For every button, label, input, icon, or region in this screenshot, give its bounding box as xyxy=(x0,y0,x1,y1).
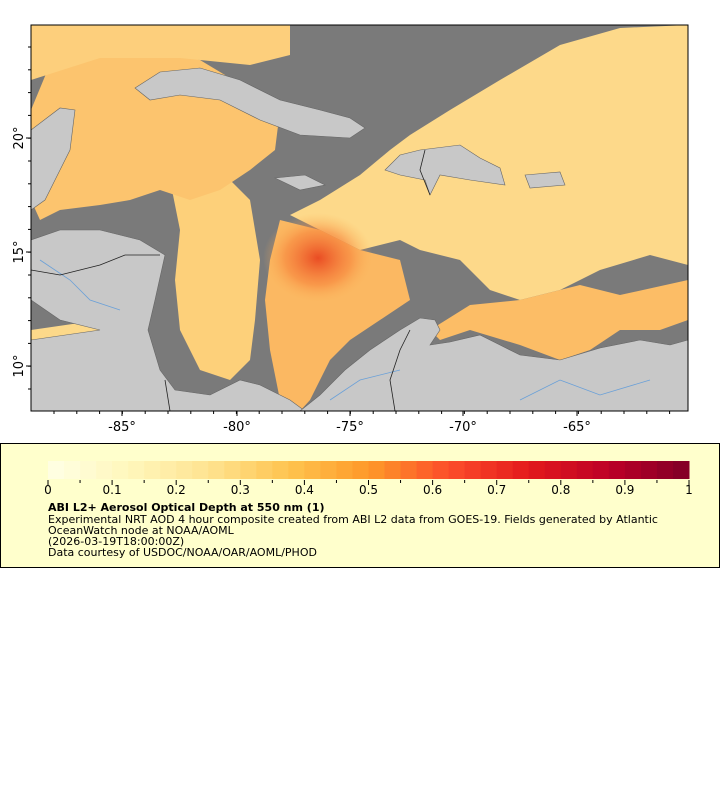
colorbar-segment xyxy=(112,461,129,479)
colorbar-segment xyxy=(192,461,209,479)
legend-time: (2026-03-19T18:00:00Z) xyxy=(48,535,185,548)
colorbar-segment xyxy=(496,461,514,479)
colorbar-segment xyxy=(48,461,65,479)
colorbar-segment xyxy=(96,461,113,479)
colorbar-segment xyxy=(224,461,241,479)
colorbar-segment xyxy=(672,461,690,479)
colorbar-segment xyxy=(336,461,353,479)
legend-panel: 0 0.1 0.2 0.3 0.4 0.5 0.6 0.7 0.8 0.9 1 ABI L2+ Ae… xyxy=(0,443,720,568)
legend-description-1: Experimental NRT AOD 4 hour composite cr… xyxy=(48,513,658,526)
land xyxy=(31,67,688,411)
colorbar-segment xyxy=(128,461,145,479)
land-cuba xyxy=(134,67,366,139)
colorbar-segment xyxy=(208,461,225,479)
colorbar-segment xyxy=(432,461,450,479)
colorbar-segment xyxy=(592,461,610,479)
colorbar-segment xyxy=(656,461,674,479)
colorbar-segment xyxy=(416,461,434,479)
colorbar-segment xyxy=(528,461,546,479)
aod-region-north xyxy=(31,25,290,80)
colorbar-segment xyxy=(624,461,642,479)
colorbar-segment xyxy=(384,461,402,479)
y-axis: 20° 15° 10° xyxy=(12,46,31,390)
aod-region-west-caribbean xyxy=(170,170,260,380)
colorbar-segment xyxy=(448,461,466,479)
colorbar-segment xyxy=(320,461,337,479)
colorbar-segment xyxy=(64,461,81,479)
rivers xyxy=(39,259,651,401)
colorbar-segment xyxy=(640,461,658,479)
land-puerto-rico xyxy=(524,171,566,189)
map-frame xyxy=(30,24,689,412)
land-hispaniola xyxy=(384,144,506,196)
colorbar-segment xyxy=(256,461,273,479)
colorbar-tick-label: 0.1 xyxy=(103,483,122,497)
colorbar-tick-label: 0 xyxy=(44,483,52,497)
aod-hotspot xyxy=(263,213,373,303)
x-tick-label: -65° xyxy=(563,420,591,435)
land-south-america xyxy=(299,317,688,411)
legend-credit: Data courtesy of USDOC/NOAA/OAR/AOML/PHO… xyxy=(48,546,317,559)
colorbar-tick-label: 0.9 xyxy=(615,483,634,497)
y-tick-label: 10° xyxy=(12,354,27,377)
colorbar-segment xyxy=(272,461,289,479)
colorbar-tick-label: 0.7 xyxy=(487,483,506,497)
colorbar-segment xyxy=(304,461,321,479)
land-jamaica xyxy=(273,174,326,191)
colorbar-segment xyxy=(176,461,193,479)
colorbar-tick-label: 0.5 xyxy=(359,483,378,497)
colorbar-segment xyxy=(144,461,161,479)
colorbar-segment xyxy=(368,461,386,479)
colorbar-tick-label: 0.3 xyxy=(231,483,250,497)
legend-title: ABI L2+ Aerosol Optical Depth at 550 nm … xyxy=(48,501,325,514)
colorbar-segment xyxy=(560,461,578,479)
colorbar-segment xyxy=(352,461,369,479)
aod-region-venezuela-coast xyxy=(430,280,688,360)
legend-description-2: OceanWatch node at NOAA/AOML xyxy=(48,524,234,537)
colorbar-segment xyxy=(400,461,418,479)
colorbar-tick-label: 0.4 xyxy=(295,483,314,497)
land-central-america xyxy=(31,229,306,411)
x-axis: -85° -80° -75° -70° -65° xyxy=(53,411,671,435)
country-borders xyxy=(31,149,431,411)
colorbar-segment xyxy=(80,461,97,479)
y-tick-label: 15° xyxy=(12,240,27,263)
colorbar-tick-label: 0.2 xyxy=(167,483,186,497)
colorbar: 0 0.1 0.2 0.3 0.4 0.5 0.6 0.7 0.8 0.9 1 xyxy=(44,461,693,497)
colorbar-tick-label: 0.8 xyxy=(551,483,570,497)
colorbar-segment xyxy=(576,461,594,479)
colorbar-segment xyxy=(288,461,305,479)
aod-map: -85° -80° -75° -70° -65° 20° 15° 10° xyxy=(12,24,689,435)
colorbar-segment xyxy=(512,461,530,479)
colorbar-segment xyxy=(160,461,177,479)
y-tick-label: 20° xyxy=(12,126,27,149)
colorbar-segment xyxy=(480,461,498,479)
x-tick-label: -80° xyxy=(223,420,251,435)
colorbar-segment xyxy=(240,461,257,479)
x-tick-label: -70° xyxy=(449,420,477,435)
x-tick-label: -75° xyxy=(336,420,364,435)
colorbar-tick-label: 1 xyxy=(685,483,693,497)
x-tick-label: -85° xyxy=(108,420,136,435)
colorbar-segment xyxy=(544,461,562,479)
colorbar-tick-label: 0.6 xyxy=(423,483,442,497)
land-yucatan xyxy=(31,107,76,211)
colorbar-segment xyxy=(464,461,482,479)
colorbar-segment xyxy=(608,461,626,479)
